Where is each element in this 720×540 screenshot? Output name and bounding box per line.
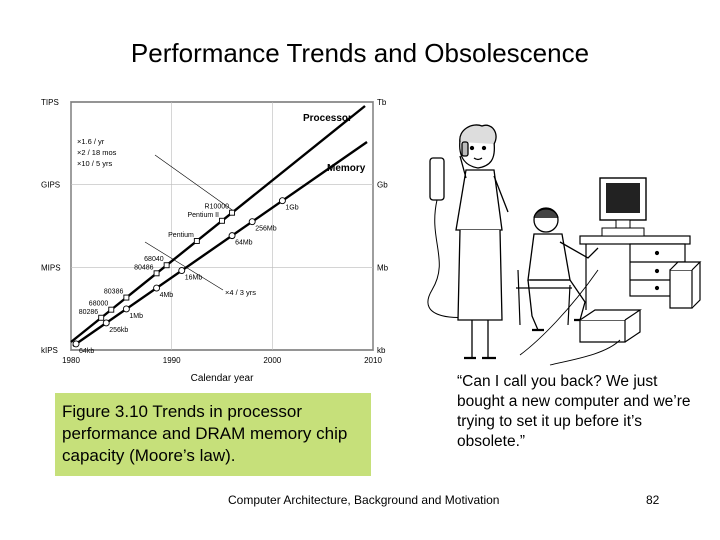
- processor-point: [153, 270, 160, 277]
- cartoon-svg: [427, 124, 702, 366]
- memory-point: [278, 197, 286, 205]
- figure-caption: Figure 3.10 Trends in processor performa…: [55, 393, 371, 476]
- cartoon-quote: “Can I call you back? We just bought a n…: [457, 373, 691, 450]
- memory-point: [228, 232, 236, 240]
- memory-trend-line: [72, 141, 368, 347]
- processor-point: [219, 217, 225, 224]
- processor-point-label: 80486: [134, 264, 154, 271]
- processor-point: [98, 314, 105, 321]
- processor-point: [229, 209, 236, 216]
- x-tick-label: 1980: [62, 356, 80, 365]
- monitor-icon: [599, 177, 647, 237]
- processor-point-label: 80386: [104, 289, 124, 296]
- cartoon-illustration: [420, 120, 705, 370]
- cables: [519, 269, 621, 366]
- slide-title: Performance Trends and Obsolescence: [130, 38, 590, 68]
- left-axis-label: TIPS: [41, 98, 59, 107]
- shipping-boxes: [579, 261, 702, 343]
- footer-text: Computer Architecture, Background and Mo…: [228, 493, 500, 507]
- left-axis-label: GIPS: [41, 181, 60, 190]
- processor-trend-line: [70, 105, 366, 343]
- memory-point: [122, 305, 130, 313]
- phone-cord: [427, 199, 481, 318]
- processor-point: [193, 238, 200, 244]
- left-axis-label: MIPS: [41, 263, 61, 272]
- memory-point: [102, 319, 110, 327]
- page-number: 82: [646, 493, 660, 507]
- processor-point-label: 68000: [89, 301, 109, 308]
- memory-point-label: 64Mb: [235, 240, 253, 247]
- memory-point: [178, 267, 186, 275]
- memory-point-label: 4Mb: [160, 292, 174, 299]
- processor-point-label: R10000: [205, 204, 230, 211]
- series-label-processor: Processor: [303, 113, 352, 124]
- processor-point: [163, 262, 170, 269]
- processor-point-label: 80286: [79, 309, 99, 316]
- x-tick-label: 2010: [364, 356, 382, 365]
- memory-point-label: 16Mb: [185, 275, 203, 282]
- x-tick-label: 2000: [263, 356, 281, 365]
- woman-figure: [455, 124, 509, 360]
- man-figure: [527, 207, 599, 332]
- processor-point-label: Pentium II: [187, 212, 219, 219]
- chair: [516, 269, 572, 326]
- memory-point: [153, 284, 161, 292]
- memory-point: [248, 218, 256, 226]
- rate-note: ×2 / 18 mos: [77, 148, 117, 157]
- memory-point-label: 256kb: [109, 327, 128, 334]
- right-axis-label: Gb: [377, 181, 388, 190]
- right-axis-label: Mb: [377, 263, 389, 272]
- rate-note: ×1.6 / yr: [77, 137, 105, 146]
- moores-law-chart: 1980 1990 2000 2010 Calendar year kIPS MIPS GIP…: [35, 92, 395, 387]
- x-tick-label: 1990: [163, 356, 181, 365]
- rate-note: ×10 / 5 yrs: [77, 159, 112, 168]
- memory-rate-note: ×4 / 3 yrs: [225, 288, 256, 297]
- processor-point: [123, 294, 130, 301]
- memory-point-label: 256Mb: [255, 226, 277, 233]
- right-axis-label: kb: [377, 346, 386, 355]
- processor-point-label: 68040: [144, 256, 164, 263]
- memory-point: [72, 340, 80, 348]
- memory-point-label: 1Mb: [129, 313, 143, 320]
- processor-point-label: Pentium: [168, 232, 194, 239]
- wall-phone-icon: [429, 157, 445, 201]
- x-axis-label: Calendar year: [191, 373, 254, 384]
- right-axis-label: Tb: [377, 98, 387, 107]
- processor-point: [108, 306, 115, 313]
- rate-note-pointer: [154, 154, 236, 213]
- chart-frame: [70, 101, 374, 351]
- memory-rate-pointer: [144, 241, 224, 291]
- left-axis-label: kIPS: [41, 346, 58, 355]
- chart-svg: 1980 1990 2000 2010 Calendar year kIPS MIPS GIP…: [41, 98, 389, 384]
- series-label-memory: Memory: [327, 163, 366, 174]
- memory-point-label: 1Gb: [285, 205, 298, 212]
- memory-point-label: 64kb: [79, 348, 94, 355]
